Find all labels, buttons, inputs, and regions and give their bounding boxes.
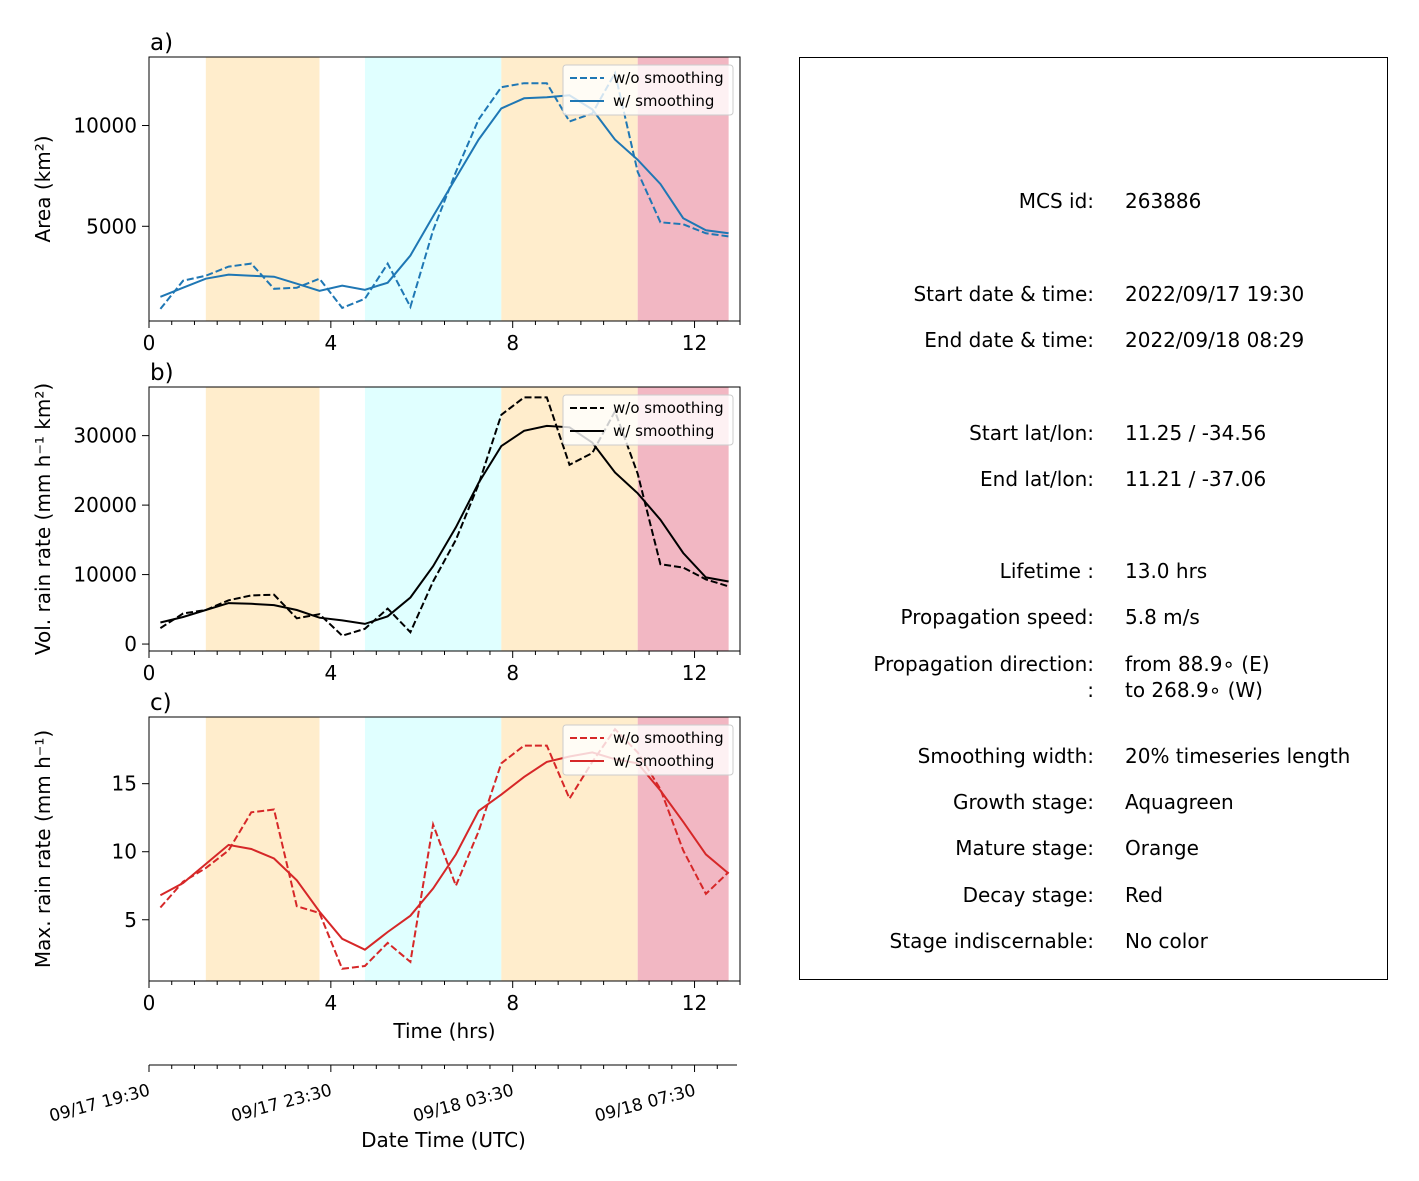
speed-value: 5.8 m/s [1125,605,1200,629]
y-tick-label: 30000 [73,424,137,448]
direction-label-2: : [1087,678,1094,702]
date-axis-label: Date Time (UTC) [361,1128,526,1152]
x-tick-label: 8 [506,331,519,355]
stage-band-growth-1 [364,717,502,981]
y-tick-label: 5000 [86,214,137,238]
growth-label: Growth stage: [952,790,1094,814]
y-tick-label: 5 [124,908,137,932]
smoothing-value: 20% timeseries length [1125,744,1351,768]
decay-label: Decay stage: [962,883,1094,907]
start-time-value: 2022/09/17 19:30 [1125,282,1305,306]
lifetime-label: Lifetime : [999,559,1094,583]
x-tick-label: 8 [506,991,519,1015]
panel-label: c) [150,690,172,716]
legend-box [562,724,734,776]
legend-label: w/o smoothing [613,729,724,747]
x-tick-label: 12 [682,331,707,355]
date-tick-label: 09/18 07:30 [593,1081,698,1127]
end-latlon-label: End lat/lon: [980,467,1094,491]
x-tick-label: 8 [506,661,519,685]
indiscernable-value: No color [1125,929,1208,953]
x-axis-label: Time (hrs) [392,1019,495,1043]
x-tick-label: 4 [324,661,337,685]
mature-value: Orange [1125,836,1199,860]
chart-panel-b: 0 4 8 12 0 10000 20000 30000 Vol. rain rate (mm … [31,360,741,685]
legend: w/o smoothing w/ smoothing [562,64,734,116]
indiscernable-label: Stage indiscernable: [889,929,1094,953]
legend-box [562,394,734,446]
y-axis-label: Max. rain rate (mm h⁻¹) [31,730,55,968]
mature-label: Mature stage: [955,836,1094,860]
series-line-raw [159,396,729,637]
panel-label: a) [150,30,173,56]
date-time-axis: 09/17 19:30 09/17 23:30 09/18 03:30 09/18 0… [47,1064,737,1152]
y-tick-label: 20000 [73,493,137,517]
date-tick-label: 09/17 23:30 [229,1081,334,1127]
y-axis-label: Vol. rain rate (mm h⁻¹ km²) [31,383,55,655]
growth-value: Aquagreen [1125,790,1234,814]
legend-label: w/ smoothing [613,752,714,770]
direction-value-2: to 268.9∘ (W) [1125,678,1263,702]
info-panel: MCS id: 263886 Start date & time: 2022/0… [799,57,1388,980]
y-axis-label: Area (km²) [31,135,55,242]
y-tick-label: 0 [124,632,137,656]
mcs-id-label: MCS id: [1018,189,1094,213]
legend-label: w/ smoothing [613,422,714,440]
chart-panel-c: 0 4 8 12 5 10 15 Max. rain rate (mm h⁻¹) c) w/o s… [31,690,741,1043]
legend-label: w/o smoothing [613,69,724,87]
series-line-smoothed [160,424,729,625]
stage-band-mature-0 [205,57,320,321]
legend: w/o smoothing w/ smoothing [562,724,734,776]
x-tick-label: 0 [143,331,156,355]
start-latlon-value: 11.25 / -34.56 [1125,421,1267,445]
series-line-smoothed [160,94,729,298]
y-tick-label: 15 [112,772,137,796]
direction-label: Propagation direction: [873,652,1094,676]
end-time-label: End date & time: [924,328,1094,352]
stage-band-mature-0 [205,387,320,651]
x-tick-label: 0 [143,661,156,685]
x-tick-label: 4 [324,331,337,355]
decay-value: Red [1125,883,1163,907]
mcs-id-value: 263886 [1125,189,1202,213]
lifetime-value: 13.0 hrs [1125,559,1208,583]
x-tick-label: 12 [682,991,707,1015]
y-tick-label: 10000 [73,114,137,138]
start-latlon-label: Start lat/lon: [969,421,1094,445]
y-tick-label: 10000 [73,563,137,587]
end-time-value: 2022/09/18 08:29 [1125,328,1305,352]
stage-band-growth-1 [364,387,502,651]
y-tick-label: 10 [112,840,137,864]
legend-label: w/o smoothing [613,399,724,417]
speed-label: Propagation speed: [900,605,1094,629]
date-tick-label: 09/17 19:30 [47,1081,152,1127]
x-tick-label: 12 [682,661,707,685]
stage-band-growth-1 [364,57,502,321]
start-time-label: Start date & time: [913,282,1094,306]
direction-value: from 88.9∘ (E) [1125,652,1270,676]
x-tick-label: 0 [143,991,156,1015]
legend-label: w/ smoothing [613,92,714,110]
end-latlon-value: 11.21 / -37.06 [1125,467,1267,491]
smoothing-label: Smoothing width: [917,744,1094,768]
legend-box [562,64,734,116]
panel-label: b) [150,360,174,386]
date-tick-label: 09/18 03:30 [411,1081,516,1127]
x-tick-label: 4 [324,991,337,1015]
legend: w/o smoothing w/ smoothing [562,394,734,446]
